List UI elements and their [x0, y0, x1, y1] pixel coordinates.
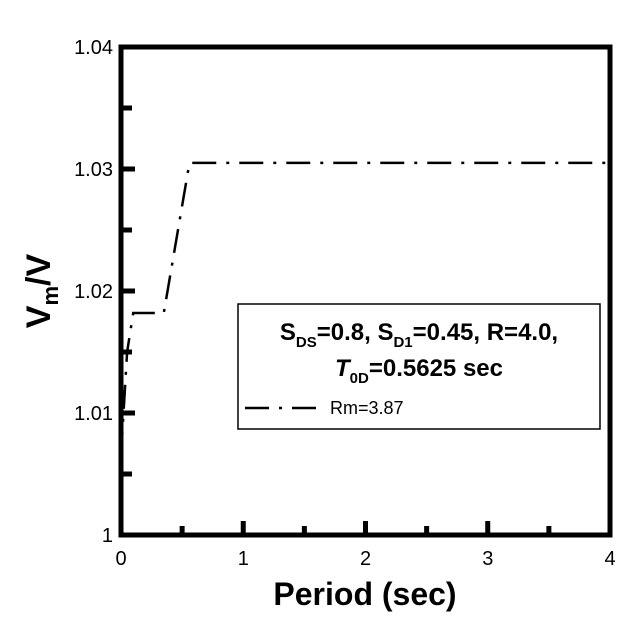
x-tick-label: 2 [360, 548, 371, 570]
y-tick-label: 1.03 [74, 159, 113, 181]
y-axis-label: Vm/V [20, 253, 63, 328]
y-label-part: /V [20, 253, 58, 285]
legend-label: Rm=3.87 [330, 398, 404, 418]
annotation-part: =0.8, S [317, 319, 394, 346]
annotation-part: T [335, 355, 352, 382]
annotation-part: =0.45, R=4.0, [413, 319, 558, 346]
x-tick-label: 4 [604, 548, 615, 570]
y-tick-label: 1 [102, 525, 113, 547]
annotation-part: 0D [350, 370, 369, 387]
y-tick-label: 1.04 [74, 37, 113, 59]
annotation-part: DS [296, 334, 317, 351]
x-tick-label: 1 [238, 548, 249, 570]
x-axis-label: Period (sec) [273, 576, 456, 612]
x-tick-label: 0 [115, 548, 126, 570]
annotation: T0D=0.5625 sec [335, 355, 503, 387]
data-line [119, 161, 610, 456]
annotation-part: =0.5625 sec [369, 355, 503, 382]
y-tick-label: 1.01 [74, 403, 113, 425]
plot-frame [118, 44, 613, 538]
annotation-part: S [280, 319, 296, 346]
annotation-part: D1 [393, 334, 412, 351]
annotation: SDS=0.8, SD1=0.45, R=4.0, [280, 319, 558, 351]
y-label-part: V [20, 305, 58, 328]
y-tick-label: 1.02 [74, 281, 113, 303]
y-label-part: m [38, 286, 63, 306]
x-tick-label: 3 [482, 548, 493, 570]
